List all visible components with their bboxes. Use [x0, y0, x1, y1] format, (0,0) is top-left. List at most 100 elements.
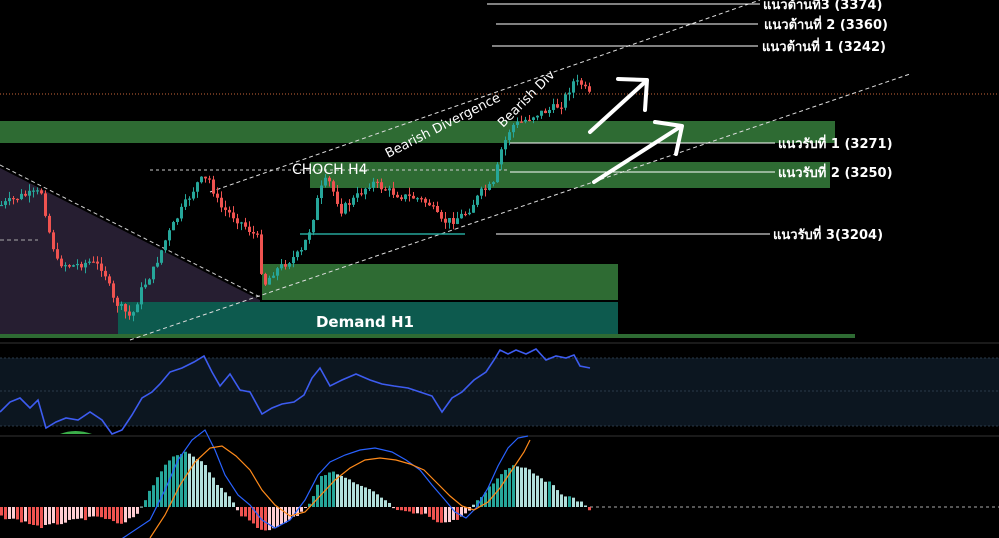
candle-body	[452, 218, 455, 224]
macd-bar	[232, 502, 235, 507]
candle-body	[52, 232, 55, 250]
macd-bar	[396, 507, 399, 511]
candle-body	[148, 279, 151, 285]
zone-lower	[262, 264, 618, 300]
candle-body	[60, 258, 63, 267]
macd-bar	[480, 497, 483, 507]
candle-body	[488, 184, 491, 190]
candle-body	[568, 92, 571, 95]
candle-body	[44, 193, 47, 216]
macd-bar	[72, 507, 75, 520]
candle-body	[208, 178, 211, 180]
support-2-label: แนวรับที่ 2 (3250)	[778, 163, 893, 181]
macd-bar	[304, 507, 307, 509]
candle-body	[336, 191, 339, 204]
candle-body	[0, 204, 3, 207]
macd-bar	[360, 485, 363, 507]
candle-body	[416, 198, 419, 200]
macd-bar	[552, 485, 555, 507]
macd-bar	[312, 496, 315, 507]
candle-body	[76, 263, 79, 266]
candle-body	[312, 219, 315, 233]
macd-bar	[524, 467, 527, 507]
macd-bar	[580, 501, 583, 507]
candle-body	[216, 193, 219, 198]
macd-bar	[160, 471, 163, 507]
resistance-3-label: แนวต้านที่3 (3374)	[763, 0, 882, 13]
macd-bar	[100, 507, 103, 518]
macd-bar	[40, 507, 43, 529]
rsi-line	[0, 348, 591, 435]
candle-body	[508, 132, 511, 141]
macd-bar	[128, 507, 131, 519]
candle-body	[160, 250, 163, 263]
macd-bar	[464, 507, 467, 514]
candle-body	[68, 265, 71, 267]
macd-bar	[420, 507, 423, 515]
macd-bar	[460, 507, 463, 517]
macd-bar	[140, 506, 143, 508]
macd-bar	[408, 507, 411, 512]
candle-body	[376, 181, 379, 183]
candle-body	[152, 266, 155, 280]
macd-bar	[68, 507, 71, 520]
candle-body	[372, 181, 375, 188]
candle-body	[72, 265, 75, 267]
candle-body	[296, 251, 299, 258]
zone-upper	[0, 121, 835, 143]
macd-bar	[44, 507, 47, 525]
candle-body	[332, 181, 335, 192]
macd-bar	[64, 507, 67, 523]
macd-bar	[212, 477, 215, 507]
macd-bar	[532, 473, 535, 507]
macd-bar	[220, 487, 223, 507]
candle-body	[404, 194, 407, 200]
macd-bar	[584, 505, 587, 507]
macd-bar	[0, 507, 3, 516]
candle-body	[188, 198, 191, 200]
candle-body	[172, 222, 175, 231]
candle-body	[424, 198, 427, 203]
macd-bar	[240, 507, 243, 517]
candle-body	[320, 185, 323, 199]
zone-middle	[310, 162, 830, 188]
macd-bar	[248, 507, 251, 521]
support-3-label: แนวรับที่ 3(3204)	[773, 225, 883, 243]
macd-bar	[296, 507, 299, 516]
candle-body	[180, 206, 183, 219]
macd-bar	[448, 507, 451, 523]
candle-body	[64, 265, 67, 267]
macd-bar	[184, 451, 187, 507]
candle-body	[516, 121, 519, 125]
candle-body	[588, 86, 591, 92]
macd-bar	[204, 465, 207, 507]
macd-bar	[572, 497, 575, 507]
macd-bar	[436, 507, 439, 523]
rsi-panel	[0, 342, 999, 437]
candle-body	[220, 197, 223, 208]
macd-bar	[16, 507, 19, 520]
macd-bar	[264, 507, 267, 531]
candle-body	[276, 268, 279, 276]
macd-bar	[300, 507, 303, 512]
macd-bar	[496, 478, 499, 507]
candle-body	[108, 276, 111, 284]
candle-body	[444, 218, 447, 223]
macd-bar	[84, 507, 87, 521]
candle-body	[368, 187, 371, 189]
candle-body	[440, 212, 443, 219]
candle-body	[540, 110, 543, 116]
candle-body	[528, 119, 531, 122]
candle-body	[232, 212, 235, 219]
macd-bar	[356, 484, 359, 507]
macd-panel	[0, 429, 999, 538]
candle-body	[356, 193, 359, 198]
macd-bar	[32, 507, 35, 526]
candle-body	[260, 234, 263, 274]
candle-body	[100, 263, 103, 271]
candle-body	[24, 193, 27, 196]
macd-bar	[500, 474, 503, 507]
candle-body	[384, 189, 387, 191]
macd-bar	[196, 459, 199, 507]
